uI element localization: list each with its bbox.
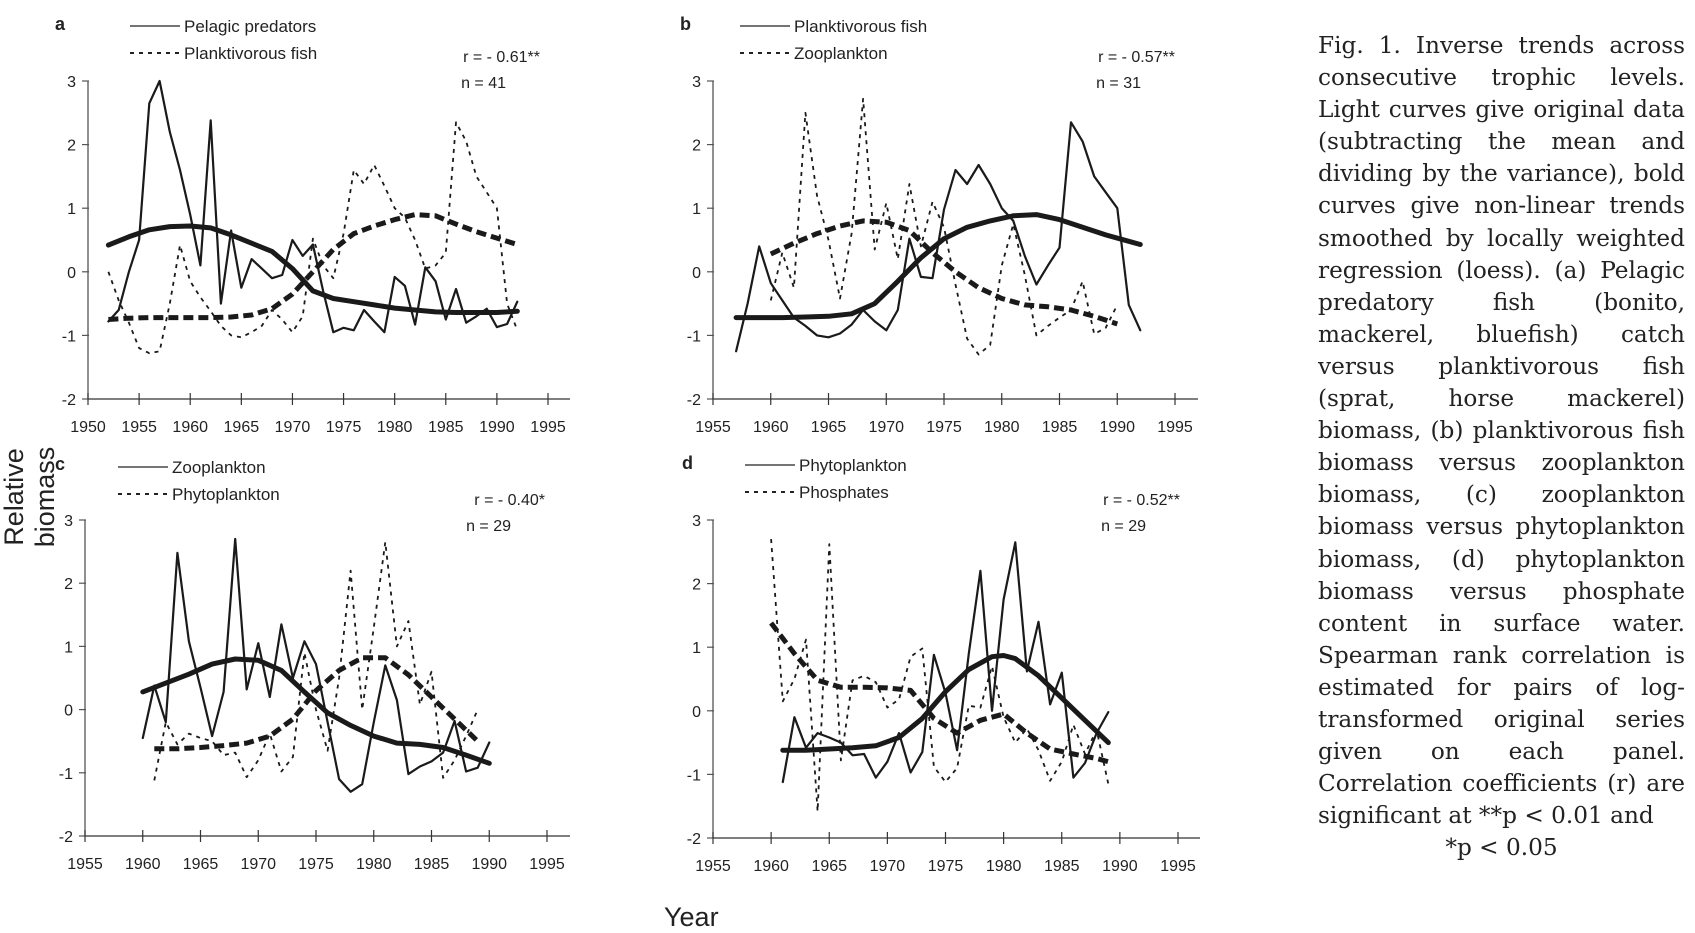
series-line [143, 539, 490, 792]
x-tick-label: 1990 [1099, 419, 1135, 436]
x-tick-label: 1980 [984, 419, 1020, 436]
y-tick-label: -1 [62, 328, 76, 345]
x-tick-label: 1960 [753, 419, 789, 436]
stat-n: n = 41 [461, 75, 506, 92]
y-tick-label: 1 [692, 201, 701, 218]
figure-caption: Fig. 1. Inverse trends across consecutiv… [1318, 30, 1685, 864]
legend-label: Planktivorous fish [184, 44, 317, 63]
y-tick-label: 1 [67, 201, 76, 218]
x-tick-label: 1995 [1157, 419, 1193, 436]
y-tick-label: 1 [64, 639, 73, 656]
series-line [108, 215, 517, 320]
caption-text: Fig. 1. Inverse trends across consecutiv… [1318, 32, 1685, 829]
panel-letter: a [55, 14, 66, 34]
x-tick-label: 1995 [529, 856, 565, 873]
y-tick-label: 2 [692, 577, 701, 594]
x-tick-label: 1970 [870, 858, 906, 875]
x-tick-label: 1975 [928, 858, 964, 875]
stat-n: n = 31 [1096, 75, 1141, 92]
y-tick-label: 2 [692, 138, 701, 155]
x-tick-label: 1975 [326, 419, 362, 436]
legend-label: Pelagic predators [184, 17, 316, 36]
x-tick-label: 1995 [530, 419, 566, 436]
y-axis-label: Relative biomass [0, 407, 61, 587]
x-tick-label: 1960 [125, 856, 161, 873]
y-tick-label: 3 [64, 513, 73, 530]
series-line [108, 81, 517, 332]
y-tick-label: -2 [687, 831, 701, 848]
y-tick-label: 3 [692, 513, 701, 530]
stat-r: r = - 0.40* [474, 492, 545, 509]
panel-letter: d [682, 453, 693, 473]
caption-last-line: *p < 0.05 [1318, 832, 1685, 864]
x-tick-label: 1990 [471, 856, 507, 873]
stat-r: r = - 0.52** [1103, 492, 1180, 509]
y-tick-label: 2 [67, 138, 76, 155]
x-tick-label: 1980 [986, 858, 1022, 875]
figure-panels: 3 2 1 0 -1 -2 1950 1955 1960 1965 1970 1975 1980 1985… [0, 0, 1310, 929]
y-tick-label: 0 [64, 703, 73, 720]
x-tick-label: 1955 [121, 419, 157, 436]
x-tick-label: 1965 [811, 858, 847, 875]
panel-c: 3 2 1 0 -1 -2 1955 1960 1965 1970 1975 1980 1985 1990… [55, 454, 570, 873]
x-tick-label: 1985 [428, 419, 464, 436]
x-tick-label: 1950 [70, 419, 106, 436]
y-tick-label: 1 [692, 640, 701, 657]
y-tick-label: -1 [59, 766, 73, 783]
panel-d: 3 2 1 0 -1 -2 1955 1960 1965 1970 1975 1980 1985 1990… [682, 453, 1200, 875]
legend-label: Phytoplankton [172, 485, 280, 504]
stat-r: r = - 0.61** [463, 49, 540, 66]
y-tick-label: 0 [67, 265, 76, 282]
y-tick-label: -2 [687, 392, 701, 409]
y-tick-label: 3 [692, 74, 701, 91]
stat-n: n = 29 [466, 518, 511, 535]
x-tick-label: 1965 [811, 419, 847, 436]
x-tick-label: 1990 [479, 419, 515, 436]
stat-r: r = - 0.57** [1098, 49, 1175, 66]
x-axis-label: Year [664, 902, 719, 933]
series-line [783, 656, 1109, 751]
y-tick-label: -1 [687, 328, 701, 345]
x-tick-label: 1965 [183, 856, 219, 873]
stat-n: n = 29 [1101, 518, 1146, 535]
legend-label: Phytoplankton [799, 456, 907, 475]
y-tick-label: -1 [687, 767, 701, 784]
x-tick-label: 1955 [695, 419, 731, 436]
x-tick-label: 1970 [868, 419, 904, 436]
panel-letter: b [680, 14, 691, 34]
y-tick-label: 0 [692, 704, 701, 721]
x-tick-label: 1985 [414, 856, 450, 873]
x-tick-label: 1960 [753, 858, 789, 875]
y-tick-label: 2 [64, 576, 73, 593]
panel-a: 3 2 1 0 -1 -2 1950 1955 1960 1965 1970 1975 1980 1985… [55, 14, 570, 436]
x-tick-label: 1980 [377, 419, 413, 436]
x-tick-label: 1985 [1042, 419, 1078, 436]
x-tick-label: 1980 [356, 856, 392, 873]
x-tick-label: 1965 [224, 419, 260, 436]
legend-label: Zooplankton [172, 458, 266, 477]
x-tick-label: 1995 [1160, 858, 1196, 875]
x-tick-label: 1975 [926, 419, 962, 436]
y-tick-label: 3 [67, 74, 76, 91]
x-tick-label: 1985 [1044, 858, 1080, 875]
y-tick-label: -2 [59, 829, 73, 846]
legend-label: Zooplankton [794, 44, 888, 63]
x-tick-label: 1975 [298, 856, 334, 873]
panel-b: 3 2 1 0 -1 -2 1955 1960 1965 1970 1975 1980 1985 1990… [680, 14, 1198, 436]
legend-label: Phosphates [799, 483, 889, 502]
x-tick-label: 1990 [1102, 858, 1138, 875]
x-tick-label: 1970 [240, 856, 276, 873]
y-tick-label: -2 [62, 392, 76, 409]
x-tick-label: 1955 [67, 856, 103, 873]
x-tick-label: 1960 [172, 419, 208, 436]
x-tick-label: 1970 [275, 419, 311, 436]
series-line [736, 215, 1140, 318]
x-tick-label: 1955 [695, 858, 731, 875]
y-tick-label: 0 [692, 265, 701, 282]
legend-label: Planktivorous fish [794, 17, 927, 36]
